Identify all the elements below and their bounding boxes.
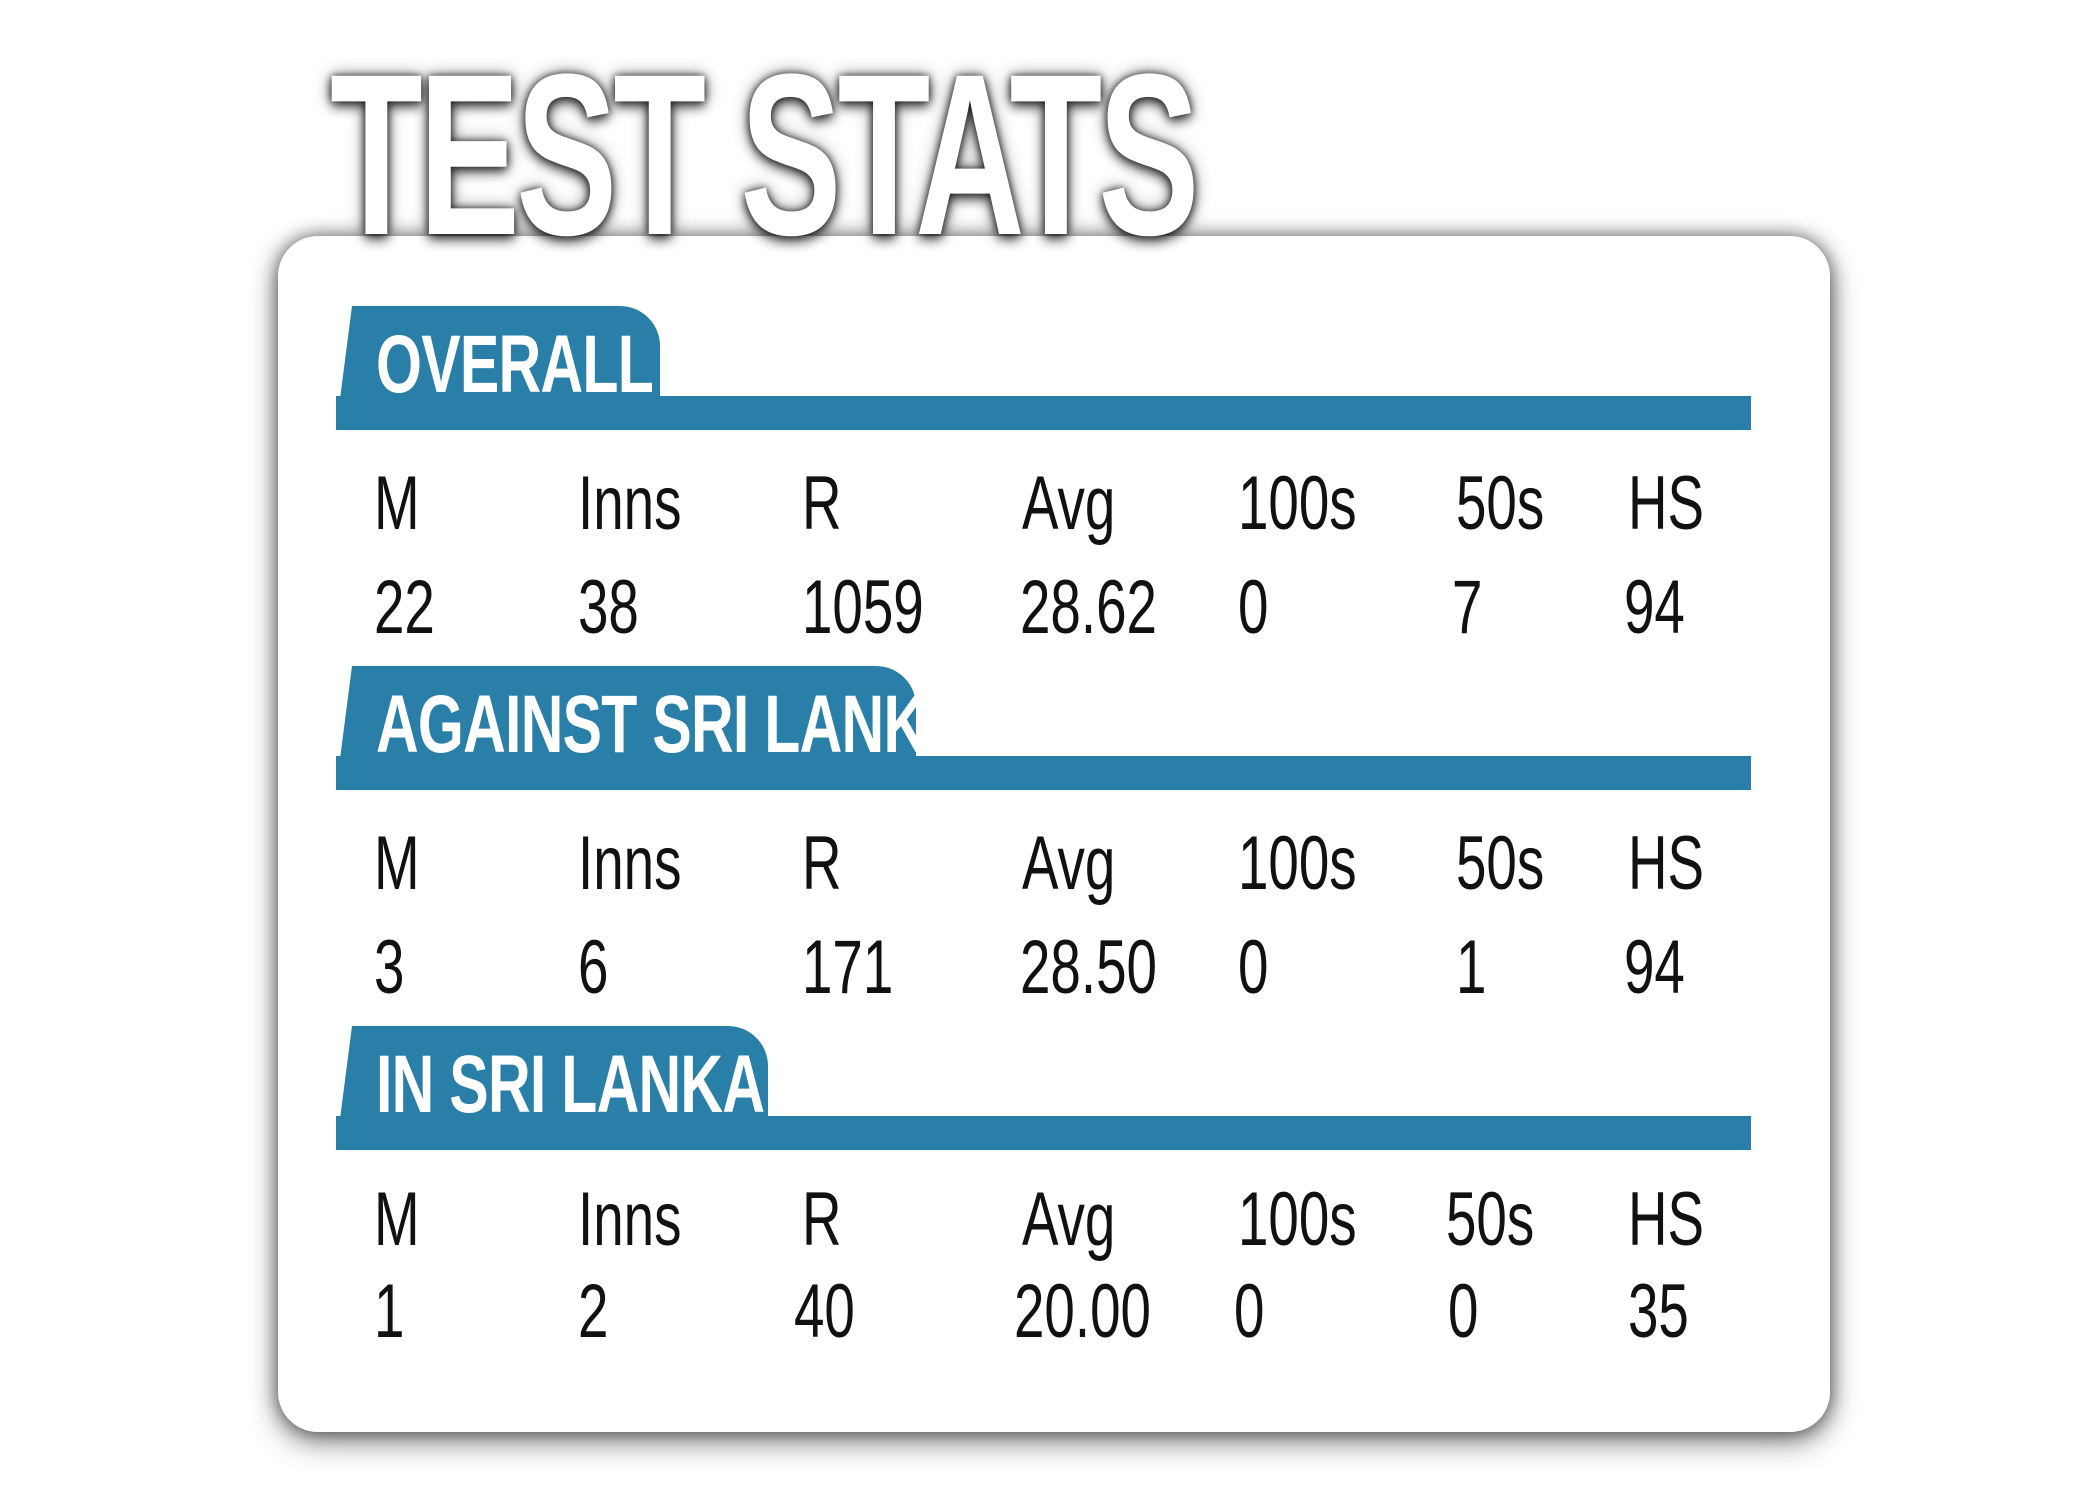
value-hs: 35 [1628,1269,1689,1354]
value-inns: 6 [578,925,609,1010]
value-50s: 1 [1456,925,1487,1010]
value-50s: 7 [1452,565,1483,650]
value-r: 171 [802,925,894,1010]
header-100s: 100s [1238,1177,1357,1262]
value-100s: 0 [1234,1269,1265,1354]
value-r: 40 [794,1269,855,1354]
section-label: IN SRI LANKA [376,1039,765,1130]
header-inns: Inns [578,1177,682,1262]
header-r: R [802,461,842,546]
header-hs: HS [1628,1177,1705,1262]
section-rule [336,756,1751,790]
value-avg: 28.50 [1020,925,1157,1010]
value-r: 1059 [802,565,924,650]
header-hs: HS [1628,461,1705,546]
value-avg: 20.00 [1014,1269,1151,1354]
header-hs: HS [1628,821,1705,906]
header-avg: Avg [1022,461,1116,546]
value-m: 1 [374,1269,405,1354]
stats-card: OVERALL M Inns R Avg 100s 50s HS 22 38 1… [278,236,1830,1432]
value-100s: 0 [1238,925,1269,1010]
value-inns: 2 [578,1269,609,1354]
header-m: M [374,461,420,546]
value-50s: 0 [1448,1269,1479,1354]
header-r: R [802,1177,842,1262]
header-avg: Avg [1022,821,1116,906]
page-title: TEST STATS [330,26,1200,283]
value-hs: 94 [1624,565,1685,650]
header-50s: 50s [1456,821,1545,906]
value-hs: 94 [1624,925,1685,1010]
value-100s: 0 [1238,565,1269,650]
header-avg: Avg [1022,1177,1116,1262]
header-100s: 100s [1238,821,1357,906]
section-rule [336,396,1751,430]
header-50s: 50s [1446,1177,1535,1262]
value-m: 22 [374,565,435,650]
header-m: M [374,1177,420,1262]
section-rule [336,1116,1751,1150]
section-label: OVERALL [376,319,654,410]
section-label: AGAINST SRI LANKA [376,679,968,770]
header-r: R [802,821,842,906]
header-m: M [374,821,420,906]
value-inns: 38 [578,565,639,650]
value-avg: 28.62 [1020,565,1157,650]
header-inns: Inns [578,461,682,546]
value-m: 3 [374,925,405,1010]
header-100s: 100s [1238,461,1357,546]
header-inns: Inns [578,821,682,906]
header-50s: 50s [1456,461,1545,546]
